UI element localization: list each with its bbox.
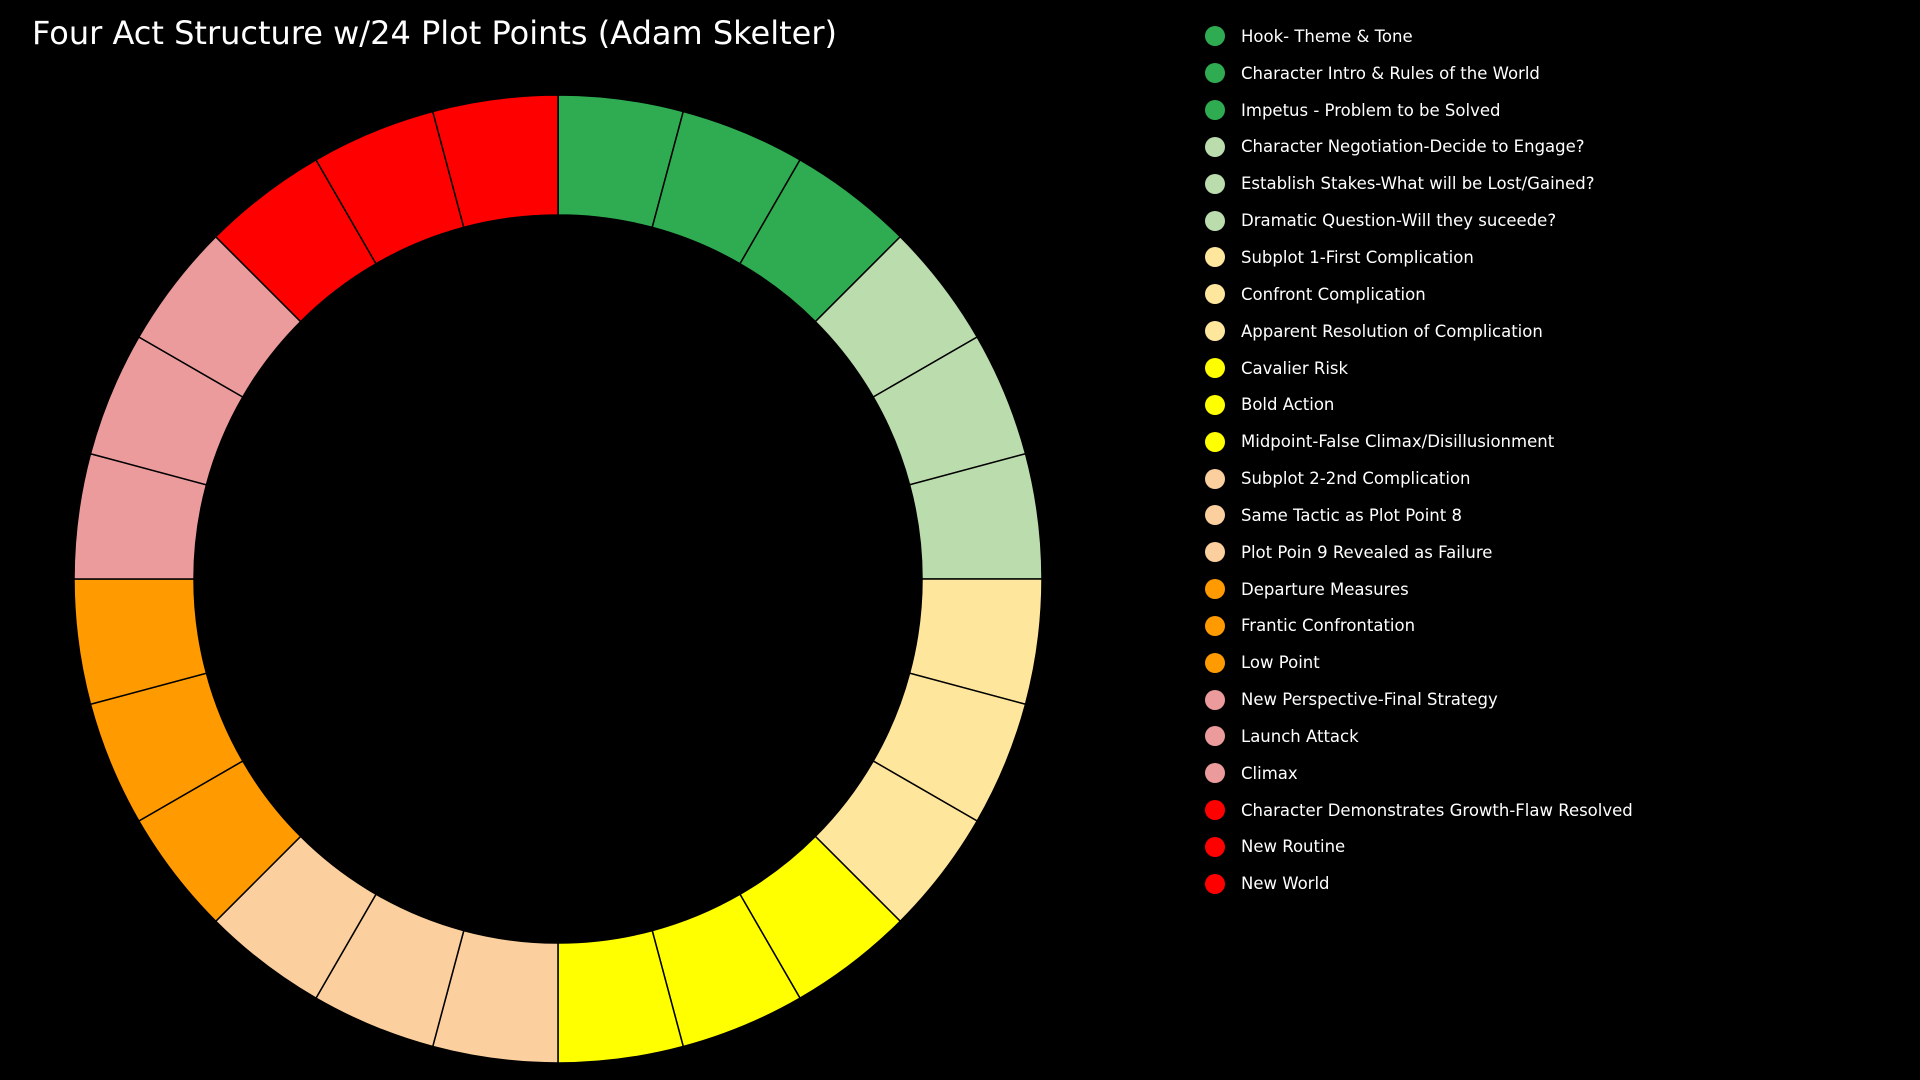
legend-marker xyxy=(1205,358,1225,379)
legend-label: Cavalier Risk xyxy=(1241,358,1349,378)
legend-marker xyxy=(1205,542,1225,563)
legend-label: Plot Poin 9 Revealed as Failure xyxy=(1241,542,1493,562)
legend-label: Confront Complication xyxy=(1241,284,1426,304)
legend-marker xyxy=(1205,63,1225,84)
legend-label: Bold Action xyxy=(1241,395,1335,415)
legend-label: Launch Attack xyxy=(1241,726,1359,746)
legend-marker xyxy=(1205,468,1225,489)
legend-label: Impetus - Problem to be Solved xyxy=(1241,100,1501,120)
legend-marker xyxy=(1205,836,1225,857)
legend-item: Plot Poin 9 Revealed as Failure xyxy=(1205,534,1633,571)
legend-marker xyxy=(1205,210,1225,231)
legend-marker xyxy=(1205,431,1225,452)
legend-label: Hook- Theme & Tone xyxy=(1241,26,1413,46)
legend-label: Low Point xyxy=(1241,653,1320,673)
legend-label: Dramatic Question-Will they suceede? xyxy=(1241,211,1557,231)
legend-item: Bold Action xyxy=(1205,386,1633,423)
legend-marker xyxy=(1205,247,1225,268)
legend-marker xyxy=(1205,726,1225,747)
legend-label: Frantic Confrontation xyxy=(1241,616,1416,636)
chart-title: Four Act Structure w/24 Plot Points (Ada… xyxy=(32,14,837,52)
legend-marker xyxy=(1205,26,1225,47)
legend-marker xyxy=(1205,873,1225,894)
legend-item: Frantic Confrontation xyxy=(1205,608,1633,645)
legend-item: Same Tactic as Plot Point 8 xyxy=(1205,497,1633,534)
legend-item: Character Negotiation-Decide to Engage? xyxy=(1205,129,1633,166)
legend-item: Climax xyxy=(1205,755,1633,792)
legend-item: New Perspective-Final Strategy xyxy=(1205,681,1633,718)
legend-item: Establish Stakes-What will be Lost/Gaine… xyxy=(1205,165,1633,202)
legend-label: Midpoint-False Climax/Disillusionment xyxy=(1241,432,1555,452)
legend-marker xyxy=(1205,321,1225,342)
legend-marker xyxy=(1205,173,1225,194)
legend-item: New Routine xyxy=(1205,829,1633,866)
legend-marker xyxy=(1205,615,1225,636)
legend-item: Launch Attack xyxy=(1205,718,1633,755)
legend-label: Subplot 2-2nd Complication xyxy=(1241,469,1471,489)
legend-item: Midpoint-False Climax/Disillusionment xyxy=(1205,423,1633,460)
legend-marker xyxy=(1205,763,1225,784)
legend-marker xyxy=(1205,136,1225,157)
legend-marker xyxy=(1205,689,1225,710)
legend-item: Subplot 2-2nd Complication xyxy=(1205,460,1633,497)
legend-item: Impetus - Problem to be Solved xyxy=(1205,92,1633,129)
legend-label: New World xyxy=(1241,874,1330,894)
legend-item: Departure Measures xyxy=(1205,571,1633,608)
legend-marker xyxy=(1205,652,1225,673)
legend-marker xyxy=(1205,284,1225,305)
legend-marker xyxy=(1205,800,1225,821)
legend-item: New World xyxy=(1205,865,1633,902)
legend-label: Same Tactic as Plot Point 8 xyxy=(1241,505,1462,525)
legend-label: New Routine xyxy=(1241,837,1346,857)
legend-item: Low Point xyxy=(1205,644,1633,681)
legend-item: Character Demonstrates Growth-Flaw Resol… xyxy=(1205,792,1633,829)
legend-label: Character Negotiation-Decide to Engage? xyxy=(1241,137,1585,157)
legend-item: Dramatic Question-Will they suceede? xyxy=(1205,202,1633,239)
legend-item: Apparent Resolution of Complication xyxy=(1205,313,1633,350)
legend-label: Character Intro & Rules of the World xyxy=(1241,63,1540,83)
legend-label: Departure Measures xyxy=(1241,579,1409,599)
legend-label: Character Demonstrates Growth-Flaw Resol… xyxy=(1241,800,1633,820)
legend-label: New Perspective-Final Strategy xyxy=(1241,690,1498,710)
donut-slice-24 xyxy=(431,94,559,229)
legend-marker xyxy=(1205,100,1225,121)
legend-marker xyxy=(1205,579,1225,600)
legend-item: Confront Complication xyxy=(1205,276,1633,313)
legend-marker xyxy=(1205,505,1225,526)
chart-legend: Hook- Theme & Tone Character Intro & Rule… xyxy=(1205,18,1633,902)
legend-item: Hook- Theme & Tone xyxy=(1205,18,1633,55)
legend-label: Subplot 1-First Complication xyxy=(1241,247,1474,267)
legend-label: Establish Stakes-What will be Lost/Gaine… xyxy=(1241,174,1595,194)
legend-item: Subplot 1-First Complication xyxy=(1205,239,1633,276)
legend-label: Climax xyxy=(1241,763,1298,783)
legend-label: Apparent Resolution of Complication xyxy=(1241,321,1543,341)
legend-item: Cavalier Risk xyxy=(1205,350,1633,387)
legend-item: Character Intro & Rules of the World xyxy=(1205,55,1633,92)
legend-marker xyxy=(1205,394,1225,415)
